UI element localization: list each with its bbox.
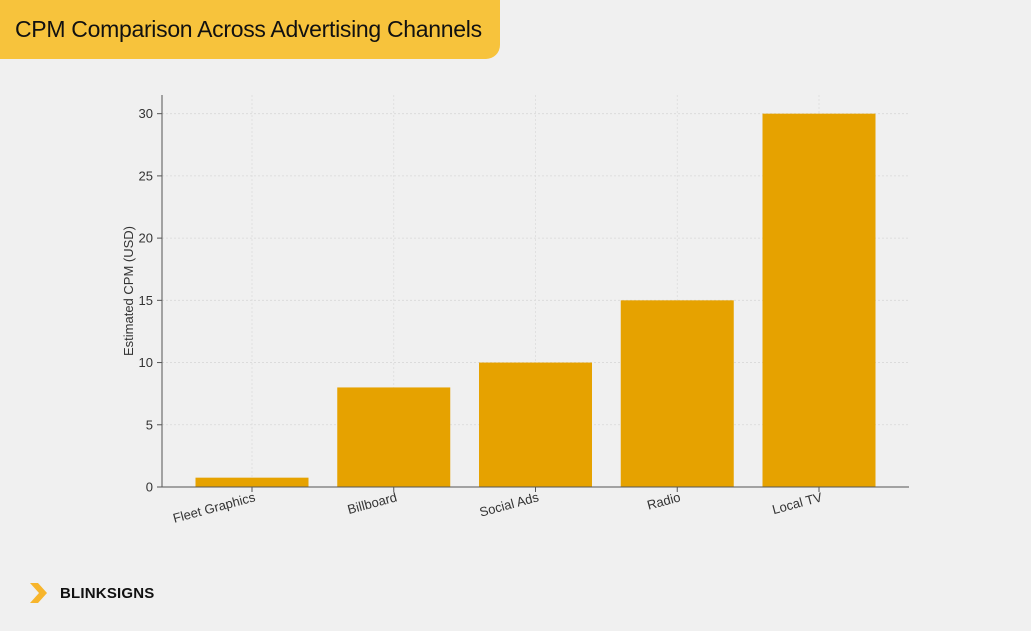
bar-billboard (337, 387, 451, 487)
y-tick-label: 0 (146, 480, 153, 495)
x-tick-label: Social Ads (478, 489, 541, 519)
x-tick-label: Local TV (771, 489, 825, 517)
title-banner: CPM Comparison Across Advertising Channe… (0, 0, 500, 59)
x-tick-label: Billboard (346, 489, 399, 517)
page-title: CPM Comparison Across Advertising Channe… (15, 16, 482, 42)
x-tick-label: Fleet Graphics (171, 489, 257, 525)
y-tick-label: 30 (139, 106, 153, 121)
y-axis-label: Estimated CPM (USD) (121, 226, 136, 356)
y-tick-label: 15 (139, 293, 153, 308)
brand-name: BLINKSIGNS (60, 584, 155, 602)
axes (157, 95, 909, 492)
y-tick-label: 20 (139, 231, 153, 246)
bar-radio (620, 300, 734, 487)
chevron-right-icon (30, 583, 47, 603)
bar-local-tv (762, 113, 876, 488)
y-tick-label: 25 (139, 168, 153, 183)
bar-social-ads (479, 362, 592, 487)
bars (195, 113, 876, 488)
brand-logo: BLINKSIGNS (30, 582, 155, 604)
y-tick-label: 5 (146, 417, 153, 432)
bar-fleet-graphics (195, 477, 309, 487)
x-tick-label: Radio (645, 489, 682, 512)
y-tick-label: 10 (139, 355, 153, 370)
